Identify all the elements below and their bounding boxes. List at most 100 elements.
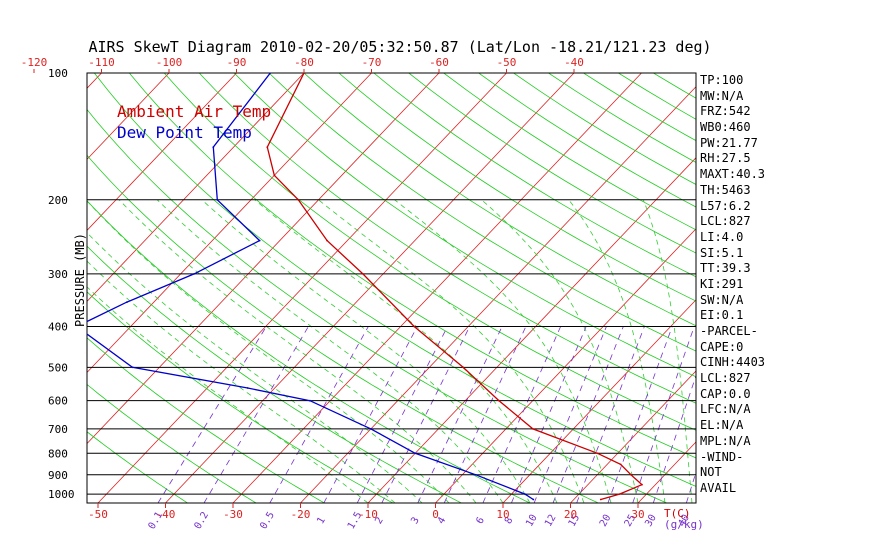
mixing-ratio-line [381, 326, 471, 503]
pressure-tick-label: 300 [48, 268, 68, 281]
stat-line: MAXT:40.3 [700, 167, 766, 182]
mixing-ratio-line [203, 326, 309, 503]
dry-adiabat-line [408, 73, 696, 254]
mixing-ratio-tick-label: 8 [503, 515, 516, 526]
mixing-ratio-tick-label: 6 [474, 515, 487, 526]
top-temp-tick-label: -60 [429, 56, 449, 69]
dry-adiabat-line [87, 383, 257, 503]
ambient-air-temp-point [498, 399, 500, 402]
sounding-stats-panel: TP:100 MW:N/A FRZ:542 WB0:460 PW:21.77 RH:27.… [700, 73, 865, 497]
bottom-temp-tick-label: 10 [496, 508, 509, 521]
stat-line: KI:291 [700, 276, 744, 291]
mixing-ratio-tick-label: 4 [436, 515, 449, 526]
dew-point-temp-point [309, 399, 311, 402]
chart-title: AIRS SkewT Diagram 2010-02-20/05:32:50.8… [88, 38, 711, 56]
bottom-temp-tick-label: -20 [291, 508, 311, 521]
moist-adiabat-line [156, 199, 504, 503]
dew-point-temp-point [414, 452, 417, 455]
ambient-air-temp-point [462, 366, 464, 369]
isotherm-line [502, 299, 696, 503]
dry-adiabat-line [93, 73, 696, 487]
pressure-tick-label: 1000 [48, 488, 75, 501]
top-temp-tick-label: -90 [227, 56, 247, 69]
stat-line: LCL:827 [700, 371, 751, 386]
dry-adiabat-line [87, 431, 188, 503]
mixing-ratio-tick-label: 0.5 [258, 510, 277, 531]
ambient-air-temp-point [326, 239, 328, 242]
moist-adiabat-line [201, 199, 531, 503]
mixing-ratio-line [323, 326, 418, 503]
mixing-ratio-tick-label: 0.2 [193, 510, 212, 531]
dry-adiabat-line [268, 73, 696, 352]
ambient-air-temp-point [618, 493, 621, 495]
bottom-temp-tick-label: -10 [358, 508, 378, 521]
moist-adiabat-line [87, 232, 423, 503]
mixing-ratio-tick-label: 3 [409, 515, 422, 526]
stat-line: NOT [700, 465, 722, 480]
ambient-air-temp-point [362, 273, 364, 275]
pressure-tick-label: 900 [48, 469, 68, 482]
dew-point-temp-point [246, 387, 249, 389]
stat-line: TH:5463 [700, 182, 751, 197]
moist-adiabat-line [394, 199, 612, 503]
x-axis-label-mixing: (g/kg) [664, 518, 704, 531]
dry-adiabat-line [198, 73, 696, 404]
isotherm-line [300, 86, 696, 503]
ambient-air-temp-point [599, 498, 602, 501]
isotherm-line [570, 370, 696, 503]
legend-ambient-air-temp: Ambient Air Temp [117, 102, 271, 121]
mixing-ratio-tick-label: 40 [676, 513, 692, 529]
ambient-air-temp-point [297, 198, 300, 201]
dry-adiabat-line [87, 337, 325, 503]
y-axis-label: PRESSURE (MB) [73, 233, 87, 327]
dry-adiabat-line [373, 73, 696, 278]
stat-line: EL:N/A [700, 418, 744, 433]
stat-line: LI:4.0 [700, 229, 744, 244]
bottom-temp-tick-label: 30 [631, 508, 644, 521]
mixing-ratio-line [652, 374, 696, 503]
bottom-temp-tick-label: -50 [88, 508, 108, 521]
x-axis-label-temp: T(C) [664, 507, 691, 520]
dew-point-temp-point [193, 273, 196, 275]
pressure-tick-label: 500 [48, 361, 68, 374]
stat-line: MPL:N/A [700, 433, 751, 448]
bottom-temp-tick-label: -30 [223, 508, 243, 521]
mixing-ratio-line [356, 326, 448, 503]
stat-line: SW:N/A [700, 292, 744, 307]
pressure-tick-label: 800 [48, 447, 68, 460]
ambient-air-temp-point [266, 146, 269, 149]
pressure-tick-label: 700 [48, 423, 68, 436]
dry-adiabat-line [338, 73, 696, 302]
stat-line: MW:N/A [700, 88, 744, 103]
stat-line: L57:6.2 [700, 198, 751, 213]
mixing-ratio-line [417, 326, 503, 503]
stat-line: LFC:N/A [700, 402, 751, 417]
bottom-temp-tick-label: -40 [156, 508, 176, 521]
isotherm-line [87, 73, 170, 160]
dry-adiabat-line [87, 291, 394, 503]
mixing-ratio-tick-label: 1 [315, 515, 328, 526]
ambient-air-temp-line [266, 73, 644, 501]
dew-point-temp-point [532, 498, 535, 501]
stat-line: CAPE:0 [700, 339, 744, 354]
ambient-air-temp-point [619, 463, 622, 466]
mixing-ratio-line [533, 326, 607, 503]
top-temp-tick-label: -120 [21, 56, 48, 69]
isotherm-line [0, 73, 34, 503]
isotherm-line [165, 73, 575, 503]
moist-adiabat-line [118, 199, 477, 503]
mixing-ratio-line [157, 326, 267, 503]
stat-line: PW:21.77 [700, 135, 758, 150]
ambient-air-temp-point [641, 483, 643, 486]
stat-line: LCL:827 [700, 214, 751, 229]
ambient-air-temp-point [303, 73, 305, 74]
stat-line: FRZ:542 [700, 104, 751, 119]
stat-line: CAP:0.0 [700, 386, 751, 401]
dew-point-temp-point [474, 473, 477, 476]
mixing-ratio-line [607, 326, 673, 503]
isotherm-line [435, 228, 696, 503]
dry-adiabat-line [87, 108, 667, 503]
isotherm-line [87, 73, 237, 231]
dry-adiabat-line [87, 154, 599, 503]
